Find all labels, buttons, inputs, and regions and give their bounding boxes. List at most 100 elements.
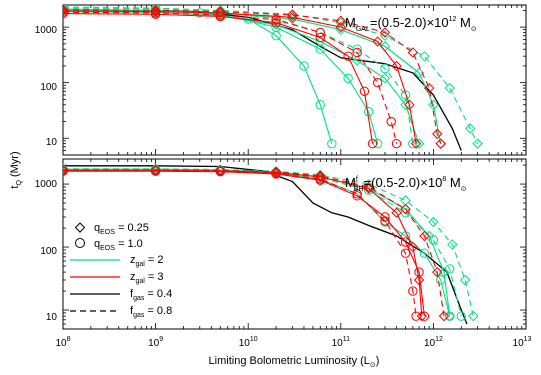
top-series-6-marker: [408, 138, 418, 149]
top-series-2-marker: [315, 44, 325, 54]
bottom-series-8-marker: [63, 164, 69, 176]
top-series-1-marker: [327, 138, 337, 149]
top-series-10-marker: [287, 9, 298, 21]
top-series-8-marker: [372, 77, 383, 88]
top-series-2-marker: [343, 73, 353, 83]
bottom-series-6-marker: [352, 189, 362, 199]
bottom-panel-series: [63, 163, 479, 325]
top-series-5-marker: [413, 67, 425, 79]
bottom-series-8-line: [63, 169, 445, 317]
top-series-8-line: [63, 11, 398, 144]
bottom-series-1-marker: [419, 248, 430, 258]
top-series-7-line: [63, 13, 374, 144]
bottom-series-2-marker: [400, 195, 411, 206]
legend-q-10: qEOS = 1.0: [94, 238, 143, 252]
legend-z-3: zgal = 3: [130, 271, 164, 285]
top-series-8-marker: [150, 8, 161, 18]
bottom-panel-label: Mf BH=(0.5-2.0)×108 M⊙: [345, 175, 467, 193]
top-series-10-marker: [63, 5, 69, 15]
top-series-9-marker: [404, 99, 415, 111]
top-ytick-10: 10: [46, 137, 58, 148]
top-series-9-marker: [335, 21, 347, 33]
top-ytick-1000: 1000: [35, 25, 58, 36]
bottom-series-6-marker: [380, 216, 390, 226]
bottom-series-4-marker: [428, 235, 439, 245]
bottom-series-7-marker: [416, 310, 428, 322]
top-series-6-line: [63, 7, 414, 144]
bottom-series-8-marker: [150, 164, 161, 176]
xtick-1e8: 108: [55, 336, 70, 349]
bottom-ytick-1000: 1000: [35, 179, 58, 190]
top-series-4-marker: [444, 82, 455, 94]
bottom-ytick-10: 10: [46, 312, 58, 323]
top-series-8-marker: [391, 138, 402, 149]
top-series-8-marker: [315, 27, 325, 38]
top-series-4-line: [63, 6, 479, 144]
top-series-1-marker: [315, 100, 325, 110]
bottom-series-2-marker: [459, 274, 471, 286]
top-series-8-marker: [63, 7, 68, 17]
top-series-2-marker: [372, 138, 383, 149]
legend-z-2: zgal = 2: [130, 254, 164, 268]
top-series-3-marker: [379, 73, 391, 84]
xtick-1e12: 1012: [424, 336, 443, 349]
top-series-10-marker: [215, 6, 226, 17]
legend-q-025: qEOS = 0.25: [94, 222, 149, 236]
top-series-5-marker: [428, 99, 439, 111]
legend: qEOS = 0.25 qEOS = 1.0 zgal = 2 zgal = 3…: [70, 222, 172, 319]
legend-f-04: fgas = 0.4: [130, 288, 172, 302]
top-series-10-marker: [407, 47, 419, 58]
top-series-2-line: [63, 9, 379, 144]
top-series-4-marker: [419, 50, 430, 62]
top-series-10-marker: [432, 128, 443, 140]
bottom-series-2-marker: [315, 169, 326, 181]
top-series-9-marker: [372, 36, 383, 47]
xtick-1e10: 1010: [239, 336, 258, 349]
top-series-7-marker: [367, 138, 378, 149]
xtick-1e9: 109: [148, 336, 163, 349]
top-panel-label: MGAL=(0.5-2.0)×1012 M⊙: [345, 15, 477, 33]
top-series-10-marker: [335, 15, 347, 26]
top-series-6-marker: [63, 5, 68, 13]
bottom-series-6-marker: [400, 248, 411, 258]
top-ytick-100: 100: [40, 82, 57, 93]
legend-circle-marker: [75, 238, 85, 248]
top-series-6-marker: [380, 63, 390, 74]
bottom-series-8-marker: [363, 181, 374, 193]
bottom-series-6-marker: [315, 174, 325, 184]
bottom-series-4-marker: [445, 264, 455, 274]
x-axis-title: Limiting Bolometric Luminosity (L⊙): [209, 355, 380, 369]
bottom-series-3-marker: [438, 266, 450, 278]
bottom-series-2-marker: [468, 310, 479, 322]
top-series-7-marker: [359, 86, 370, 97]
bottom-series-5-marker: [400, 237, 411, 247]
xtick-1e13: 1013: [513, 336, 532, 349]
bottom-series-8-marker: [315, 170, 326, 182]
bottom-ytick-100: 100: [40, 246, 57, 257]
bottom-series-4-marker: [456, 311, 466, 321]
top-panel-series: [63, 5, 483, 151]
top-series-6-marker: [400, 90, 411, 100]
bottom-series-8-marker: [215, 165, 226, 176]
bottom-panel-frame: [62, 158, 527, 330]
top-series-10-marker: [150, 5, 161, 16]
top-series-10-line: [63, 9, 442, 144]
top-series-4-marker: [465, 123, 476, 134]
top-series-7-marker: [343, 51, 353, 61]
top-series-9-line: [63, 10, 417, 144]
legend-diamond-marker: [74, 222, 86, 233]
top-series-8-marker: [352, 47, 362, 58]
bottom-series-4-marker: [363, 185, 374, 195]
bottom-series-8-marker: [400, 203, 411, 215]
bottom-series-7-marker: [363, 183, 374, 194]
bottom-series-7-marker: [413, 274, 425, 286]
top-series-8-marker: [386, 116, 396, 127]
bottom-series-2-marker: [428, 216, 439, 228]
top-series-10-marker: [423, 82, 435, 94]
top-series-3-marker: [351, 55, 363, 66]
bottom-series-7-marker: [407, 241, 419, 253]
top-series-7-marker: [271, 18, 281, 28]
top-series-9-marker: [391, 60, 402, 72]
bottom-series-8-marker: [432, 266, 443, 278]
